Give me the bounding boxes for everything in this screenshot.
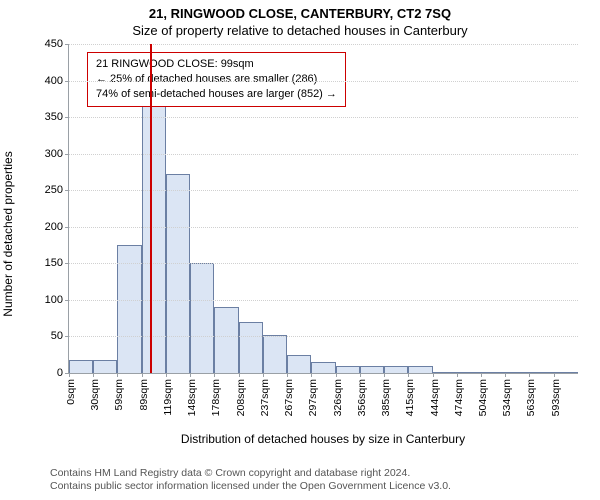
x-tick-label: 385sqm xyxy=(380,373,392,416)
x-tick-label: 326sqm xyxy=(332,373,344,416)
y-tick-label: 50 xyxy=(51,330,69,342)
histogram-bar xyxy=(287,355,311,373)
grid-line xyxy=(69,117,578,118)
histogram-bar xyxy=(190,263,214,373)
bar-slot: 534sqm xyxy=(505,44,529,373)
x-tick-label: 148sqm xyxy=(186,373,198,416)
reference-line xyxy=(150,44,152,373)
x-tick-label: 444sqm xyxy=(429,373,441,416)
histogram-bar xyxy=(408,366,432,373)
x-tick-label: 119sqm xyxy=(162,373,174,416)
bar-slot: 593sqm xyxy=(554,44,578,373)
bar-slot: 474sqm xyxy=(457,44,481,373)
histogram-bar xyxy=(239,322,263,373)
bar-slot: 415sqm xyxy=(408,44,432,373)
y-tick-label: 300 xyxy=(45,148,69,160)
x-tick-label: 297sqm xyxy=(307,373,319,416)
grid-line xyxy=(69,190,578,191)
x-tick-label: 563sqm xyxy=(525,373,537,416)
y-tick-label: 350 xyxy=(45,111,69,123)
y-tick-label: 250 xyxy=(45,184,69,196)
histogram-chart: Number of detached properties 0sqm30sqm5… xyxy=(38,44,578,424)
x-tick-label: 208sqm xyxy=(235,373,247,416)
x-tick-label: 356sqm xyxy=(356,373,368,416)
x-tick-label: 504sqm xyxy=(477,373,489,416)
grid-line xyxy=(69,263,578,264)
grid-line xyxy=(69,154,578,155)
page-title: 21, RINGWOOD CLOSE, CANTERBURY, CT2 7SQ xyxy=(0,0,600,21)
x-tick-label: 59sqm xyxy=(113,373,125,411)
annotation-line: 74% of semi-detached houses are larger (… xyxy=(96,87,337,102)
bar-slot: 563sqm xyxy=(529,44,553,373)
y-tick-label: 450 xyxy=(45,38,69,50)
grid-line xyxy=(69,336,578,337)
x-tick-label: 89sqm xyxy=(138,373,150,411)
x-tick-label: 534sqm xyxy=(501,373,513,416)
grid-line xyxy=(69,81,578,82)
footer-line: Contains HM Land Registry data © Crown c… xyxy=(50,467,451,481)
y-tick-label: 0 xyxy=(57,367,69,379)
footer-attribution: Contains HM Land Registry data © Crown c… xyxy=(50,467,451,494)
x-tick-label: 474sqm xyxy=(453,373,465,416)
x-tick-label: 178sqm xyxy=(210,373,222,416)
histogram-bar xyxy=(263,335,287,373)
bar-slot: 504sqm xyxy=(481,44,505,373)
bar-slot: 385sqm xyxy=(384,44,408,373)
histogram-bar xyxy=(166,174,190,373)
x-tick-label: 237sqm xyxy=(259,373,271,416)
x-tick-label: 267sqm xyxy=(283,373,295,416)
x-axis-label: Distribution of detached houses by size … xyxy=(68,432,578,446)
plot-area: 0sqm30sqm59sqm89sqm119sqm148sqm178sqm208… xyxy=(68,44,578,374)
y-tick-label: 200 xyxy=(45,221,69,233)
bar-slot: 356sqm xyxy=(360,44,384,373)
histogram-bar xyxy=(360,366,384,373)
histogram-bar xyxy=(214,307,238,373)
bar-slot: 444sqm xyxy=(433,44,457,373)
histogram-bar xyxy=(93,360,117,373)
page-subtitle: Size of property relative to detached ho… xyxy=(0,21,600,44)
y-tick-label: 150 xyxy=(45,257,69,269)
y-tick-label: 100 xyxy=(45,294,69,306)
histogram-bar xyxy=(336,366,360,373)
y-tick-label: 400 xyxy=(45,75,69,87)
annotation-line: 21 RINGWOOD CLOSE: 99sqm xyxy=(96,57,337,72)
annotation-line: ← 25% of detached houses are smaller (28… xyxy=(96,72,337,87)
footer-line: Contains public sector information licen… xyxy=(50,480,451,494)
grid-line xyxy=(69,44,578,45)
histogram-bar xyxy=(384,366,408,373)
y-axis-label: Number of detached properties xyxy=(1,151,15,316)
histogram-bar xyxy=(311,362,335,373)
histogram-bar xyxy=(142,106,166,373)
x-tick-label: 415sqm xyxy=(404,373,416,416)
grid-line xyxy=(69,227,578,228)
annotation-box: 21 RINGWOOD CLOSE: 99sqm ← 25% of detach… xyxy=(87,52,346,107)
x-tick-label: 30sqm xyxy=(89,373,101,411)
histogram-bar xyxy=(69,360,93,373)
x-tick-label: 593sqm xyxy=(550,373,562,416)
grid-line xyxy=(69,300,578,301)
